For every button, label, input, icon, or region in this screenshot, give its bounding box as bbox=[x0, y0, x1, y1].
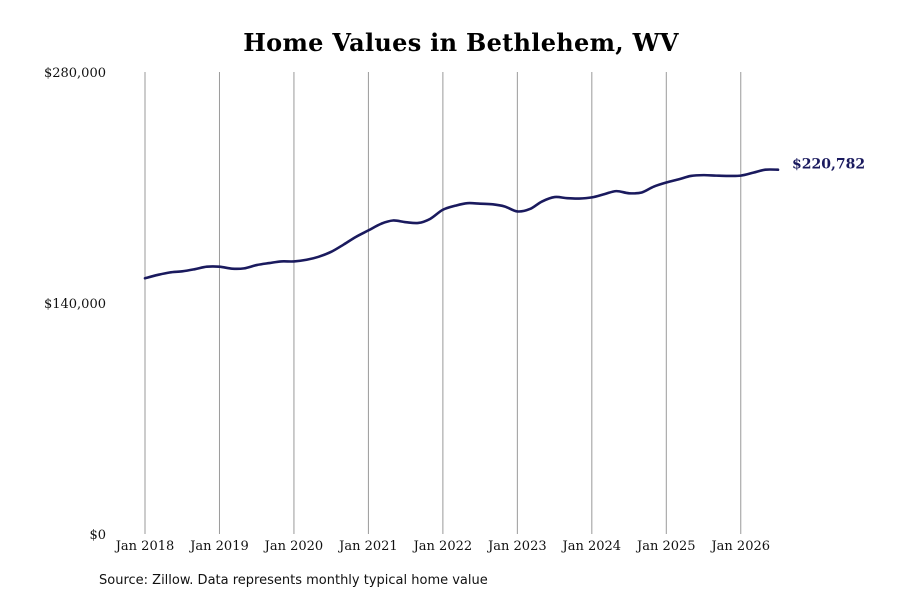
end-label-layer: $220,782 bbox=[792, 157, 865, 173]
series-layer bbox=[143, 168, 780, 280]
x-axis-ticks: Jan 2018 Jan 2019 Jan 2020 Jan 2021 Jan 2022… bbox=[114, 539, 770, 554]
x-tick-label-0: Jan 2018 bbox=[114, 539, 175, 554]
y-axis-ticks: $0 $140,000 $280,000 bbox=[44, 66, 106, 543]
x-tick-label-7: Jan 2025 bbox=[635, 539, 696, 554]
x-tick-label-2: Jan 2020 bbox=[263, 539, 324, 554]
y-tick-label-2: $280,000 bbox=[44, 66, 106, 81]
series-line-0 bbox=[143, 168, 780, 280]
x-tick-label-3: Jan 2021 bbox=[337, 539, 398, 554]
y-tick-label-1: $140,000 bbox=[44, 297, 106, 312]
x-tick-label-8: Jan 2026 bbox=[709, 539, 770, 554]
x-tick-label-4: Jan 2022 bbox=[412, 539, 473, 554]
chart-title: Home Values in Bethlehem, WV bbox=[243, 28, 679, 57]
x-tick-label-1: Jan 2019 bbox=[188, 539, 249, 554]
x-tick-label-6: Jan 2024 bbox=[561, 539, 622, 554]
source-note: Source: Zillow. Data represents monthly … bbox=[99, 573, 488, 588]
x-tick-label-5: Jan 2023 bbox=[486, 539, 547, 554]
y-tick-label-0: $0 bbox=[89, 528, 106, 543]
grid-lines bbox=[144, 72, 742, 534]
end-value-label: $220,782 bbox=[792, 157, 865, 173]
